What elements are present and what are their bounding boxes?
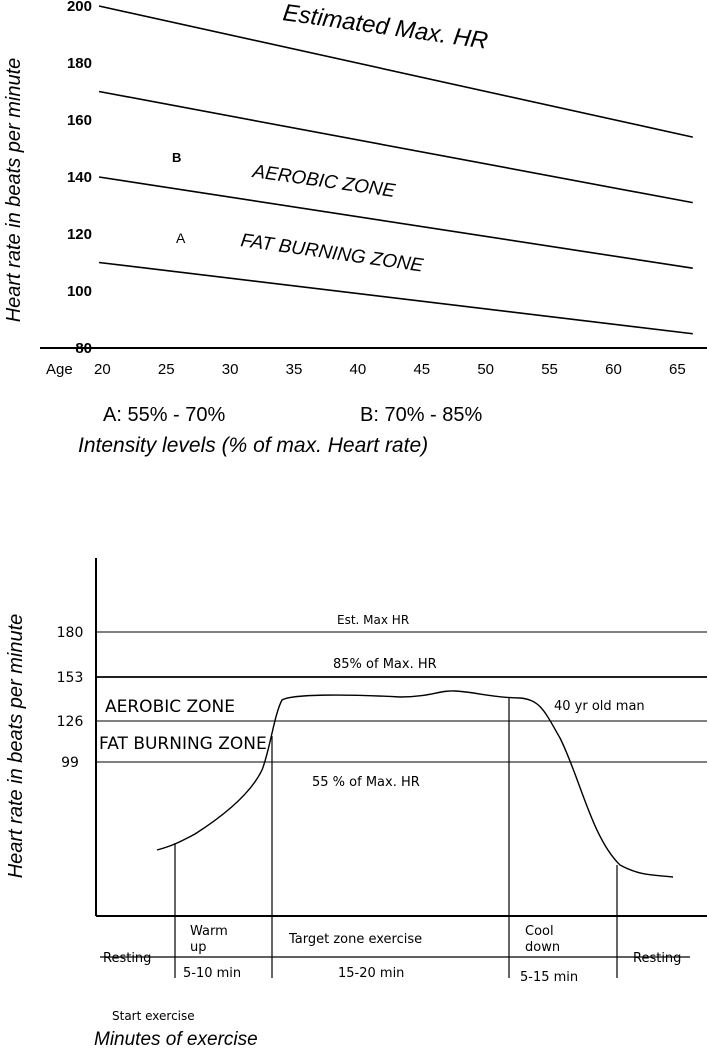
zone-a-marker: A	[176, 230, 186, 246]
x-tick-45: 45	[413, 361, 430, 378]
max-hr-line-label: Estimated Max. HR	[281, 0, 489, 55]
fat-burning-zone-label: FAT BURNING ZONE	[239, 230, 424, 276]
phase-resting-1: Resting	[103, 951, 151, 966]
x-tick-65: 65	[669, 361, 686, 378]
y-tick-140: 140	[67, 169, 92, 186]
series-line-2	[98, 176, 693, 269]
ref-label-99: 55 % of Max. HR	[312, 775, 420, 790]
zone-b-marker: B	[172, 150, 181, 165]
reference-lines: 180 Est. Max HR 153 85% of Max. HR 126 99 55 %…	[57, 613, 707, 790]
heart-rate-curve	[156, 690, 674, 878]
x-tick-20: 20	[94, 361, 111, 378]
y-tick-153: 153	[57, 670, 84, 686]
series-line-3	[98, 261, 693, 335]
y-tick-100: 100	[67, 283, 92, 300]
legend-a: A: 55% - 70%	[103, 404, 226, 426]
y-tick-99: 99	[61, 755, 79, 771]
x-tick-60: 60	[605, 361, 622, 378]
start-exercise-label: Start exercise	[112, 1009, 195, 1023]
person-label: 40 yr old man	[554, 699, 645, 714]
phase-labels: Resting Warm up Target zone exercise Coo…	[103, 924, 681, 985]
phase-warmup-1: Warm	[190, 924, 228, 939]
exercise-chart-ylabel: Heart rate in beats per minute	[5, 614, 27, 879]
x-tick-25: 25	[158, 361, 175, 378]
minutes-axis-label: Minutes of exercise	[94, 1029, 258, 1049]
x-tick-55: 55	[541, 361, 558, 378]
ref-label-180: Est. Max HR	[337, 613, 409, 627]
y-tick-120: 120	[67, 226, 92, 243]
aerobic-zone-label: AEROBIC ZONE	[250, 161, 396, 202]
phase-target: Target zone exercise	[288, 932, 422, 947]
age-chart-y-ticks: 80 100 120 140 160 180 200	[67, 0, 92, 357]
x-tick-50: 50	[477, 361, 494, 378]
duration-target: 15-20 min	[338, 966, 404, 981]
ref-label-153: 85% of Max. HR	[333, 657, 437, 672]
series-line-1	[98, 90, 693, 204]
duration-cooldown: 5-15 min	[520, 970, 578, 985]
aerobic-zone-label: AEROBIC ZONE	[105, 697, 235, 717]
y-tick-80: 80	[75, 340, 92, 357]
age-chart-ylabel: Heart rate in beats per minute	[3, 58, 25, 323]
phase-cooldown-1: Cool	[525, 924, 554, 939]
age-axis-prefix: Age	[46, 361, 73, 378]
y-tick-180: 180	[57, 625, 84, 641]
x-tick-30: 30	[222, 361, 239, 378]
x-tick-40: 40	[350, 361, 367, 378]
age-chart: Heart rate in beats per minute 80 100 120 1…	[3, 0, 707, 457]
x-tick-35: 35	[286, 361, 303, 378]
series-line-0	[98, 5, 693, 138]
phase-resting-2: Resting	[633, 951, 681, 966]
y-tick-180: 180	[67, 55, 92, 72]
intensity-caption: Intensity levels (% of max. Heart rate)	[78, 434, 428, 457]
legend-b: B: 70% - 85%	[360, 404, 483, 426]
duration-warmup: 5-10 min	[183, 966, 241, 981]
phase-cooldown-2: down	[525, 940, 560, 955]
y-tick-160: 160	[67, 112, 92, 129]
fat-burning-zone-label: FAT BURNING ZONE	[99, 734, 267, 754]
age-chart-x-ticks: 20 25 30 35 40 45 50 55 60 65	[94, 361, 686, 378]
age-chart-series	[98, 5, 693, 335]
exercise-chart: Heart rate in beats per minute 180 Est. M…	[5, 558, 707, 1049]
phase-dividers	[100, 697, 690, 978]
phase-warmup-2: up	[190, 940, 207, 955]
y-tick-200: 200	[67, 0, 92, 15]
y-tick-126: 126	[57, 714, 84, 730]
